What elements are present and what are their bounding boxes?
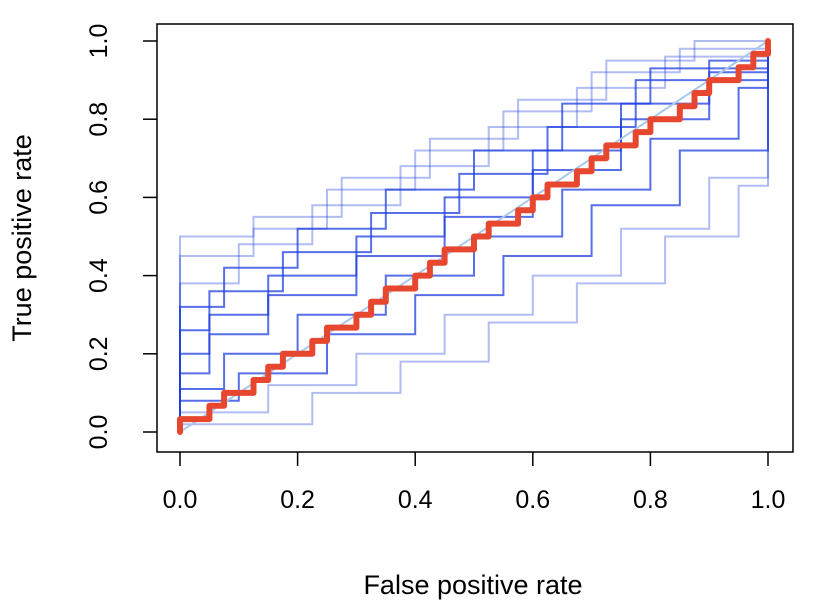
x-tick-label: 0.8 [633,486,668,514]
y-tick-label: 0.6 [85,180,113,215]
y-axis-label: True positive rate [7,134,37,342]
y-tick-label: 0.0 [85,415,113,450]
x-tick-label: 1.0 [751,486,786,514]
bootstrap-roc-curve [179,41,769,432]
bootstrap-roc-curve [179,41,769,432]
bootstrap-roc-curve [179,41,769,432]
bootstrap-curves [179,40,769,432]
average-curve-group [177,38,771,435]
y-tick-label: 0.4 [85,258,113,293]
x-tick-label: 0.0 [163,486,198,514]
average-roc-curve [177,38,771,435]
bootstrap-roc-curve [179,41,769,432]
bootstrap-roc-curve [179,40,768,432]
bootstrap-roc-curve [179,41,769,432]
y-tick-label: 1.0 [85,24,113,59]
y-tick-label: 0.2 [85,336,113,371]
x-axis-label: False positive rate [363,570,582,600]
y-tick-label: 0.8 [85,102,113,137]
x-tick-label: 0.2 [280,486,315,514]
axis-ticks [143,40,769,466]
plot-border [156,23,794,453]
tick-labels: 0.0 0.2 0.4 0.6 0.8 1.0 0.0 0.2 0.4 0.6 0.8 1.0 [85,24,785,514]
x-tick-label: 0.4 [398,486,433,514]
x-tick-label: 0.6 [515,486,550,514]
bootstrap-roc-curve [179,41,769,432]
bootstrap-roc-curve [179,41,769,432]
bootstrap-roc-curve [179,41,769,432]
